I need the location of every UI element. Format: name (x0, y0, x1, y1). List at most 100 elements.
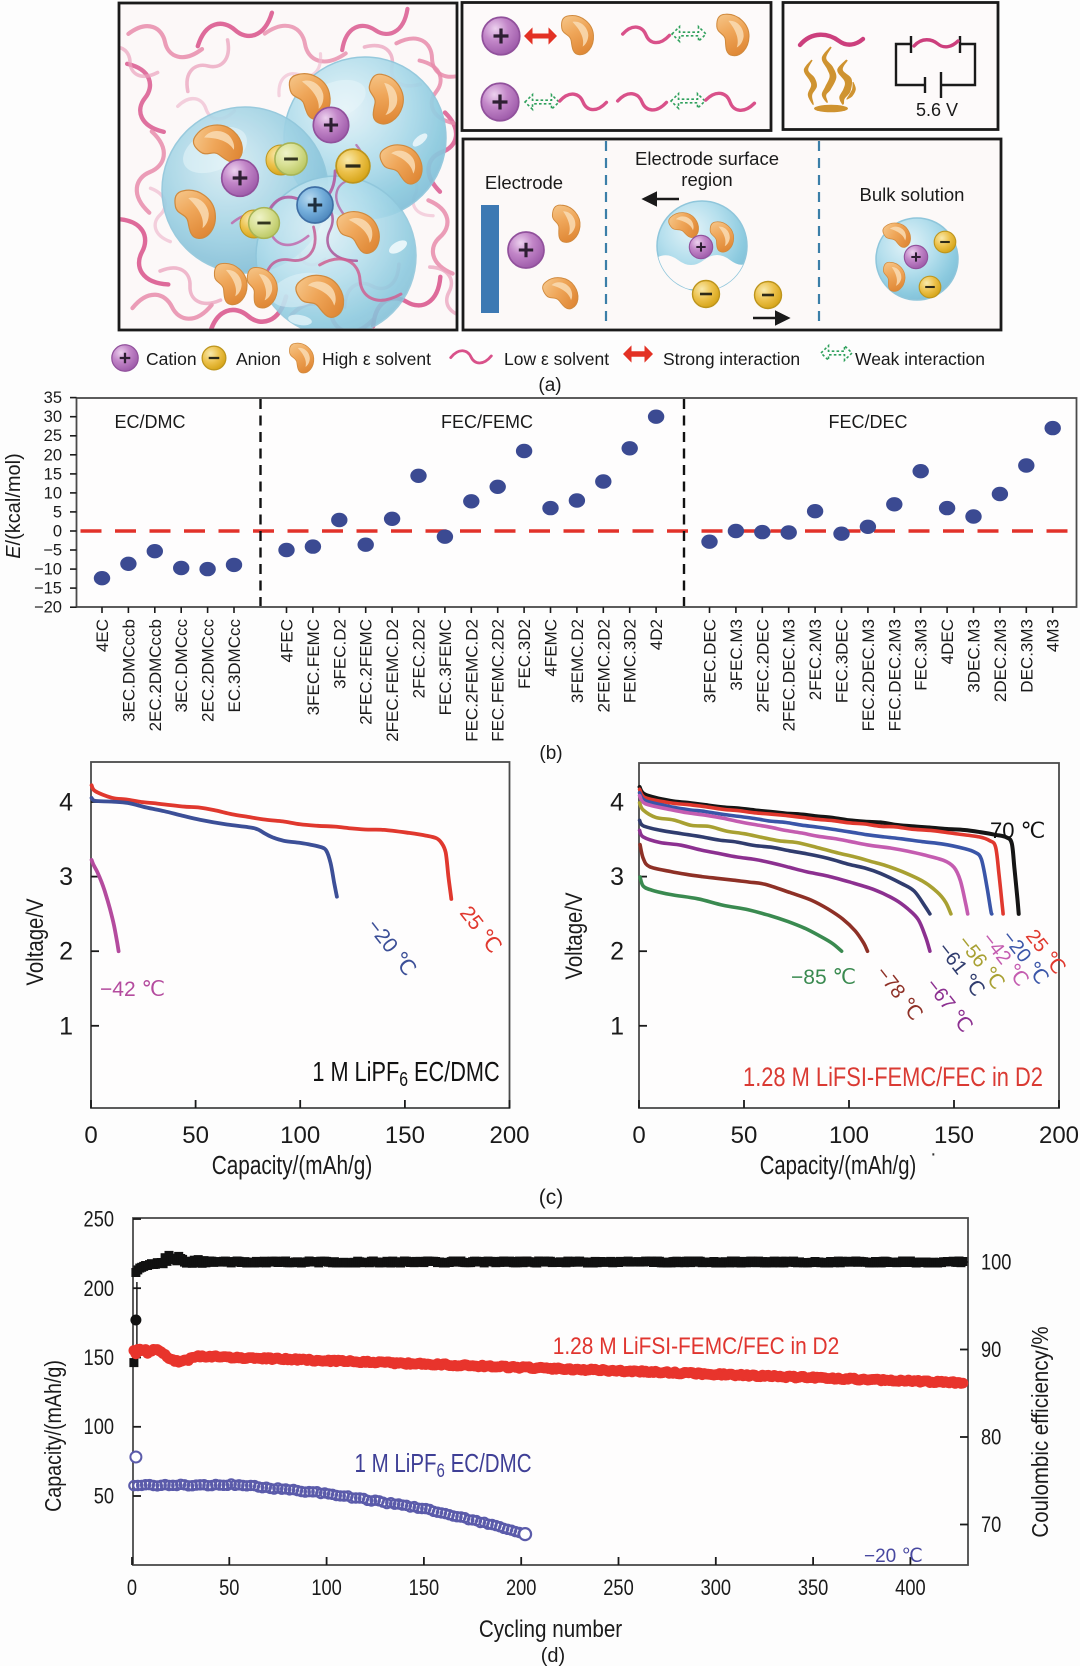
svg-text:4DEC: 4DEC (938, 619, 957, 664)
svg-text:90: 90 (981, 1339, 1001, 1363)
svg-text:4FEC: 4FEC (278, 619, 297, 662)
svg-text:FEC.2DEC.M3: FEC.2DEC.M3 (859, 619, 878, 731)
svg-text:3DEC.M3: 3DEC.M3 (965, 619, 984, 693)
svg-text:3FEC.DEC: 3FEC.DEC (701, 619, 720, 703)
svg-text:2EC.2DMCccb: 2EC.2DMCccb (146, 619, 165, 731)
svg-text:−10: −10 (34, 561, 62, 579)
svg-text:200: 200 (489, 1122, 529, 1149)
svg-text:0: 0 (53, 523, 62, 541)
svg-text:Cation: Cation (146, 349, 197, 369)
svg-text:−85 ℃: −85 ℃ (791, 966, 856, 989)
svg-text:50: 50 (219, 1577, 239, 1601)
svg-text:300: 300 (701, 1577, 731, 1601)
svg-text:·: · (930, 1143, 937, 1165)
svg-text:Anion: Anion (236, 349, 281, 369)
svg-text:2FEMC.2D2: 2FEMC.2D2 (594, 619, 613, 713)
svg-text:FEC.FEMC.2D2: FEC.FEMC.2D2 (489, 619, 508, 742)
svg-text:80: 80 (981, 1426, 1001, 1450)
svg-text:2FEC.2DEC: 2FEC.2DEC (753, 619, 772, 713)
svg-text:FEC.2FEMC.D2: FEC.2FEMC.D2 (462, 619, 481, 742)
svg-text:2FEC.FEMC.D2: 2FEC.FEMC.D2 (383, 619, 402, 742)
svg-text:0: 0 (127, 1577, 137, 1601)
svg-text:50: 50 (182, 1122, 209, 1149)
svg-text:2EC.2DMCcc: 2EC.2DMCcc (199, 619, 218, 722)
svg-text:15: 15 (44, 465, 62, 483)
svg-text:FEC.3D2: FEC.3D2 (515, 619, 534, 689)
svg-text:3: 3 (59, 863, 73, 891)
svg-text:200: 200 (1039, 1122, 1079, 1149)
svg-text:70: 70 (981, 1514, 1001, 1538)
svg-text:4D2: 4D2 (647, 619, 666, 650)
svg-text:100: 100 (829, 1122, 869, 1149)
svg-text:30: 30 (44, 408, 62, 426)
svg-text:0: 0 (632, 1122, 645, 1149)
svg-text:Voltage/V: Voltage/V (21, 898, 48, 985)
svg-text:2: 2 (610, 938, 624, 966)
svg-text:350: 350 (798, 1577, 828, 1601)
svg-text:200: 200 (506, 1577, 536, 1601)
svg-text:2FEC.2D2: 2FEC.2D2 (410, 619, 429, 698)
svg-text:1.28 M LiFSI-FEMC/FEC in D2: 1.28 M LiFSI-FEMC/FEC in D2 (553, 1333, 839, 1360)
svg-text:150: 150 (84, 1347, 114, 1371)
svg-text:(d): (d) (541, 1645, 565, 1666)
svg-text:−15: −15 (34, 580, 62, 598)
svg-text:3FEC.D2: 3FEC.D2 (330, 619, 349, 689)
svg-text:FEC.3DEC: FEC.3DEC (833, 619, 852, 703)
svg-text:FEC.DEC.2M3: FEC.DEC.2M3 (885, 619, 904, 731)
svg-text:4: 4 (59, 789, 73, 817)
svg-text:−5: −5 (43, 542, 62, 560)
svg-text:−42 ℃: −42 ℃ (100, 978, 165, 1001)
svg-text:3: 3 (610, 863, 624, 891)
svg-text:Voltage/V: Voltage/V (560, 892, 587, 979)
svg-text:FEC/FEMC: FEC/FEMC (441, 412, 533, 432)
svg-text:FEMC.3D2: FEMC.3D2 (621, 619, 640, 703)
svg-text:100: 100 (981, 1251, 1011, 1275)
svg-text:100: 100 (84, 1416, 114, 1440)
svg-text:25: 25 (44, 427, 62, 445)
svg-text:3FEMC.D2: 3FEMC.D2 (568, 619, 587, 703)
svg-text:Coulombic efficiency/%: Coulombic efficiency/% (1027, 1326, 1053, 1537)
svg-text:4: 4 (610, 789, 624, 817)
svg-text:Electrode: Electrode (485, 172, 563, 193)
svg-text:Capacity/(mAh/g): Capacity/(mAh/g) (760, 1151, 917, 1180)
svg-text:2FEC.DEC.M3: 2FEC.DEC.M3 (780, 619, 799, 731)
svg-text:region: region (681, 169, 732, 190)
svg-text:EC/DMC: EC/DMC (115, 412, 186, 432)
svg-text:5.6 V: 5.6 V (916, 100, 958, 120)
svg-text:Electrode surface: Electrode surface (635, 148, 779, 169)
svg-text:−20 ℃: −20 ℃ (864, 1546, 923, 1567)
svg-text:3FEC.FEMC: 3FEC.FEMC (304, 619, 323, 715)
svg-text:250: 250 (84, 1208, 114, 1232)
svg-text:0: 0 (84, 1122, 97, 1149)
svg-text:−20: −20 (34, 599, 62, 617)
svg-text:FEC/DEC: FEC/DEC (828, 412, 907, 432)
svg-text:4EC: 4EC (93, 619, 112, 652)
svg-text:2: 2 (59, 938, 73, 966)
svg-text:50: 50 (94, 1485, 114, 1509)
svg-text:DEC.3M3: DEC.3M3 (1017, 619, 1036, 693)
svg-text:35: 35 (44, 389, 62, 407)
svg-text:5: 5 (53, 504, 62, 522)
svg-text:250: 250 (603, 1577, 633, 1601)
svg-text:2DEC.2M3: 2DEC.2M3 (991, 619, 1010, 702)
svg-text:1: 1 (610, 1012, 624, 1040)
svg-text:Strong interaction: Strong interaction (663, 349, 800, 369)
svg-text:100: 100 (311, 1577, 341, 1601)
svg-text:50: 50 (731, 1122, 758, 1149)
svg-text:2FEC.2FEMC: 2FEC.2FEMC (357, 619, 376, 725)
svg-text:20: 20 (44, 446, 62, 464)
svg-text:Bulk solution: Bulk solution (860, 184, 965, 205)
svg-text:FEC.3M3: FEC.3M3 (912, 619, 931, 691)
svg-text:Capacity/(mAh/g): Capacity/(mAh/g) (41, 1360, 67, 1512)
svg-text:Weak interaction: Weak interaction (855, 349, 985, 369)
svg-text:400: 400 (895, 1577, 925, 1601)
svg-text:2FEC.2M3: 2FEC.2M3 (806, 619, 825, 700)
svg-text:4M3: 4M3 (1044, 619, 1063, 652)
svg-text:200: 200 (84, 1277, 114, 1301)
svg-text:(c): (c) (539, 1186, 564, 1209)
svg-text:10: 10 (44, 484, 62, 502)
svg-text:(b): (b) (539, 743, 562, 764)
svg-text:100: 100 (280, 1122, 320, 1149)
svg-text:150: 150 (385, 1122, 425, 1149)
svg-text:4FEMC: 4FEMC (542, 619, 561, 677)
